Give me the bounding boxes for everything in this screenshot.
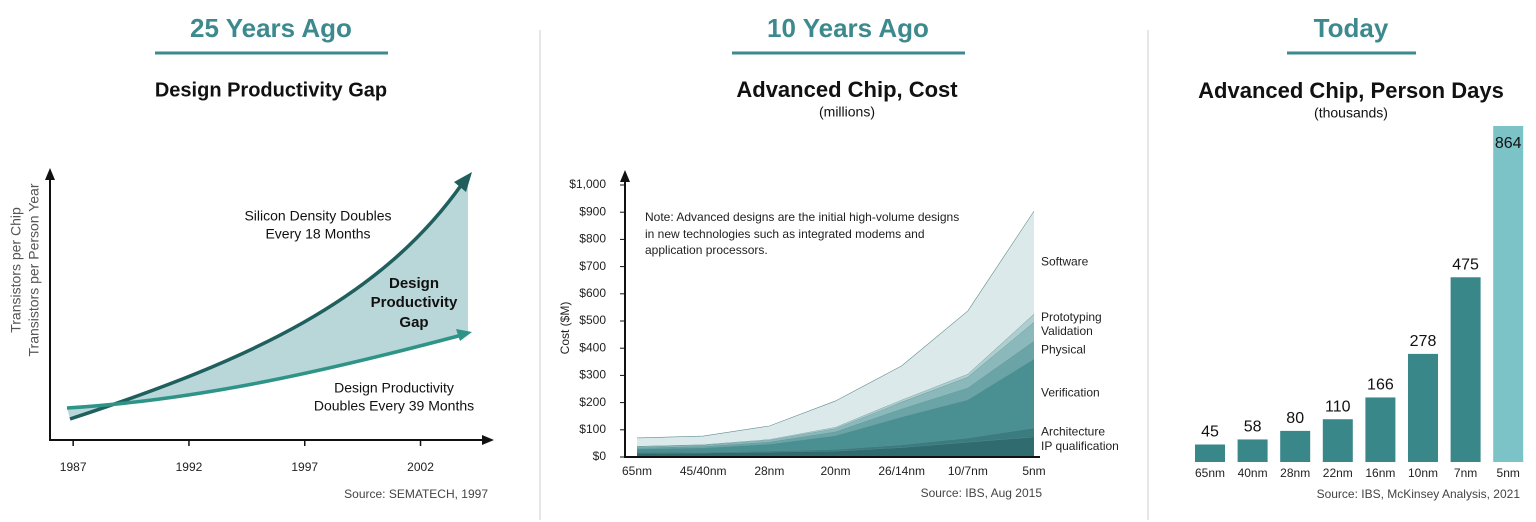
bar	[1280, 430, 1311, 462]
y-tick-label: $100	[579, 422, 606, 436]
bar	[1408, 353, 1438, 462]
annotation: Gap	[399, 314, 428, 331]
area-layer	[637, 341, 1034, 450]
annotation: Silicon Density Doubles	[244, 208, 391, 224]
x-tick-label: 2002	[407, 460, 434, 474]
value-label: 278	[1410, 333, 1437, 350]
x-tick-label: 22nm	[1323, 466, 1353, 480]
y-tick-label: $900	[579, 204, 606, 218]
series-label: IP qualification	[1041, 439, 1119, 453]
arrow-head	[45, 168, 55, 180]
y-label: Transistors per Chip	[8, 207, 24, 333]
chart-title: Advanced Chip, Cost	[736, 77, 958, 102]
bar	[1195, 444, 1225, 462]
y-tick-label: $600	[579, 286, 606, 300]
x-tick-label: 20nm	[820, 464, 850, 478]
x-tick-label: 16nm	[1365, 466, 1395, 480]
area-chart: $0 $100 $200 $300 $400 $500 $600 $700 $800 $900 $1…	[569, 177, 1119, 478]
source: Source: SEMATECH, 1997	[344, 487, 488, 501]
bar	[1237, 439, 1268, 462]
chart-title: Advanced Chip, Person Days	[1198, 78, 1504, 103]
y-label: Transistors per Person Year	[26, 183, 42, 356]
y-tick-label: $400	[579, 340, 606, 354]
y-tick-label: $700	[579, 259, 606, 273]
arrow-head	[482, 435, 494, 445]
y-tick-label: $0	[593, 449, 607, 463]
source: Source: IBS, Aug 2015	[921, 486, 1043, 500]
x-tick-label: 28nm	[754, 464, 784, 478]
x-tick-label: 65nm	[1195, 466, 1225, 480]
arrow-head	[620, 170, 630, 182]
area-layer	[637, 322, 1034, 448]
note: Note: Advanced designs are the initial h…	[645, 210, 959, 224]
x-tick-label: 10/7nm	[948, 464, 988, 478]
x-tick-label: 40nm	[1238, 466, 1268, 480]
x-tick-label: 65nm	[622, 464, 652, 478]
line-chart: 1987 1992 1997 2002	[60, 440, 434, 474]
note: in new technologies such as integrated m…	[645, 227, 925, 241]
arrow-head	[456, 329, 472, 341]
value-label: 80	[1286, 410, 1304, 427]
area-layer	[637, 211, 1034, 447]
area-layer	[637, 427, 1034, 454]
x-tick-label: 10nm	[1408, 466, 1438, 480]
bar	[1365, 397, 1396, 462]
annotation: Design	[389, 275, 439, 292]
x-tick-label: 28nm	[1280, 466, 1310, 480]
note: application processors.	[645, 243, 768, 257]
x-tick-label: 45/40nm	[680, 464, 727, 478]
y-label: Cost ($M)	[558, 302, 572, 355]
value-label: 110	[1325, 398, 1351, 415]
annotation: Every 18 Months	[265, 226, 370, 242]
value-label: 475	[1452, 256, 1479, 273]
y-tick-label: $500	[579, 313, 606, 327]
value-label: 166	[1367, 377, 1394, 394]
panel-header: Today	[1314, 13, 1389, 43]
annotation: Design Productivity	[334, 380, 454, 396]
bar	[1450, 277, 1481, 462]
annotation: Productivity	[371, 294, 458, 311]
value-label: 45	[1201, 424, 1219, 441]
productivity-curve	[66, 333, 463, 410]
x-tick-label: 1992	[176, 460, 203, 474]
series-label: Physical	[1041, 342, 1086, 356]
x-tick-label: 26/14nm	[878, 464, 925, 478]
density-curve	[69, 182, 464, 421]
series-label: Validation	[1041, 324, 1093, 338]
area-layer	[637, 359, 1034, 453]
arrow-head	[454, 172, 472, 192]
x-tick-label: 1997	[291, 460, 318, 474]
panel-header: 25 Years Ago	[190, 13, 352, 43]
x-tick-label: 5nm	[1022, 464, 1045, 478]
area-layer	[637, 436, 1034, 457]
bar	[1493, 126, 1524, 462]
chart-subtitle: (thousands)	[1314, 105, 1388, 121]
x-tick-label: 5nm	[1497, 466, 1520, 480]
source: Source: IBS, McKinsey Analysis, 2021	[1317, 487, 1521, 501]
x-tick-label: 1987	[60, 460, 87, 474]
value-label: 58	[1244, 419, 1262, 436]
chart-subtitle: (millions)	[819, 104, 875, 120]
series-label: Architecture	[1041, 425, 1105, 439]
y-tick-label: $1,000	[569, 177, 606, 191]
area-layer	[637, 313, 1034, 447]
series-label: Software	[1041, 255, 1089, 269]
y-tick-label: $800	[579, 232, 606, 246]
series-label: Verification	[1041, 386, 1100, 400]
series-label: Prototyping	[1041, 310, 1102, 324]
bar	[1322, 419, 1353, 462]
y-tick-label: $200	[579, 395, 606, 409]
area-edge	[636, 210, 1035, 439]
y-tick-label: $300	[579, 368, 606, 382]
value-label: 864	[1495, 135, 1522, 152]
chart-title: Design Productivity Gap	[155, 79, 387, 101]
bar-chart: 45 65nm 58 40nm 80 28nm 110 22nm 166 16nm 278 10nm 4…	[1195, 126, 1524, 480]
annotation: Doubles Every 39 Months	[314, 398, 474, 414]
x-tick-label: 7nm	[1454, 466, 1477, 480]
panel-header: 10 Years Ago	[767, 13, 929, 43]
